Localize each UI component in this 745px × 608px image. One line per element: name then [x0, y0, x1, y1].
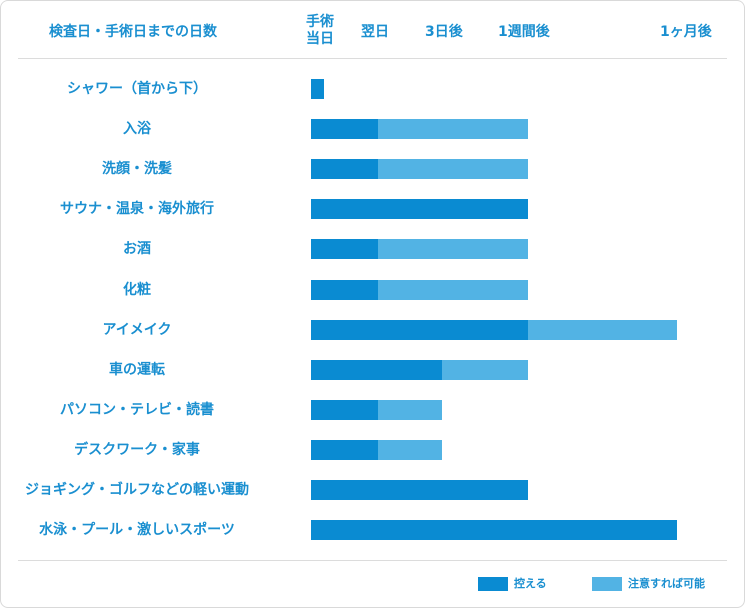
x-tick-label: 1ヶ月後	[660, 24, 712, 40]
bar-caution	[378, 239, 528, 259]
category-label: 化粧	[123, 282, 151, 298]
x-tick-label: 3日後	[425, 24, 463, 40]
bar-avoid	[311, 159, 378, 179]
category-label: 水泳・プール・激しいスポーツ	[39, 522, 235, 538]
legend-label: 注意すれば可能	[628, 577, 705, 590]
bar-avoid	[311, 119, 378, 139]
category-label: パソコン・テレビ・読書	[60, 402, 214, 418]
category-label: 洗顔・洗髪	[102, 161, 172, 177]
bar-caution	[442, 360, 528, 380]
x-tick-label: 翌日	[361, 24, 389, 40]
category-label: サウナ・温泉・海外旅行	[60, 201, 214, 217]
legend-swatch	[592, 577, 622, 591]
bar-caution	[378, 159, 528, 179]
category-label: シャワー（首から下）	[67, 81, 207, 97]
category-label: 入浴	[123, 121, 151, 137]
bar-avoid	[311, 520, 677, 540]
x-tick-label: 1週間後	[498, 24, 550, 40]
bar-caution	[528, 320, 677, 340]
category-label: デスクワーク・家事	[74, 442, 200, 458]
bar-avoid	[311, 79, 325, 99]
bar-avoid	[311, 440, 378, 460]
footer-divider	[18, 560, 727, 561]
legend-swatch	[478, 577, 508, 591]
bar-caution	[378, 280, 528, 300]
legend-label: 控える	[514, 577, 547, 590]
chart-title: 検査日・手術日までの日数	[49, 24, 217, 40]
category-label: アイメイク	[102, 322, 172, 338]
category-label: ジョギング・ゴルフなどの軽い運動	[25, 482, 249, 498]
bar-caution	[378, 119, 528, 139]
category-label: 車の運転	[109, 362, 165, 378]
bar-avoid	[311, 320, 528, 340]
bar-avoid	[311, 239, 378, 259]
bar-caution	[378, 440, 442, 460]
bar-avoid	[311, 400, 378, 420]
category-label: お酒	[123, 241, 151, 257]
bar-caution	[378, 400, 442, 420]
bar-avoid	[311, 360, 442, 380]
bar-avoid	[311, 199, 528, 219]
bar-avoid	[311, 480, 528, 500]
bar-avoid	[311, 280, 378, 300]
header-divider	[18, 58, 727, 59]
x-tick-label: 手術 当日	[306, 14, 334, 47]
